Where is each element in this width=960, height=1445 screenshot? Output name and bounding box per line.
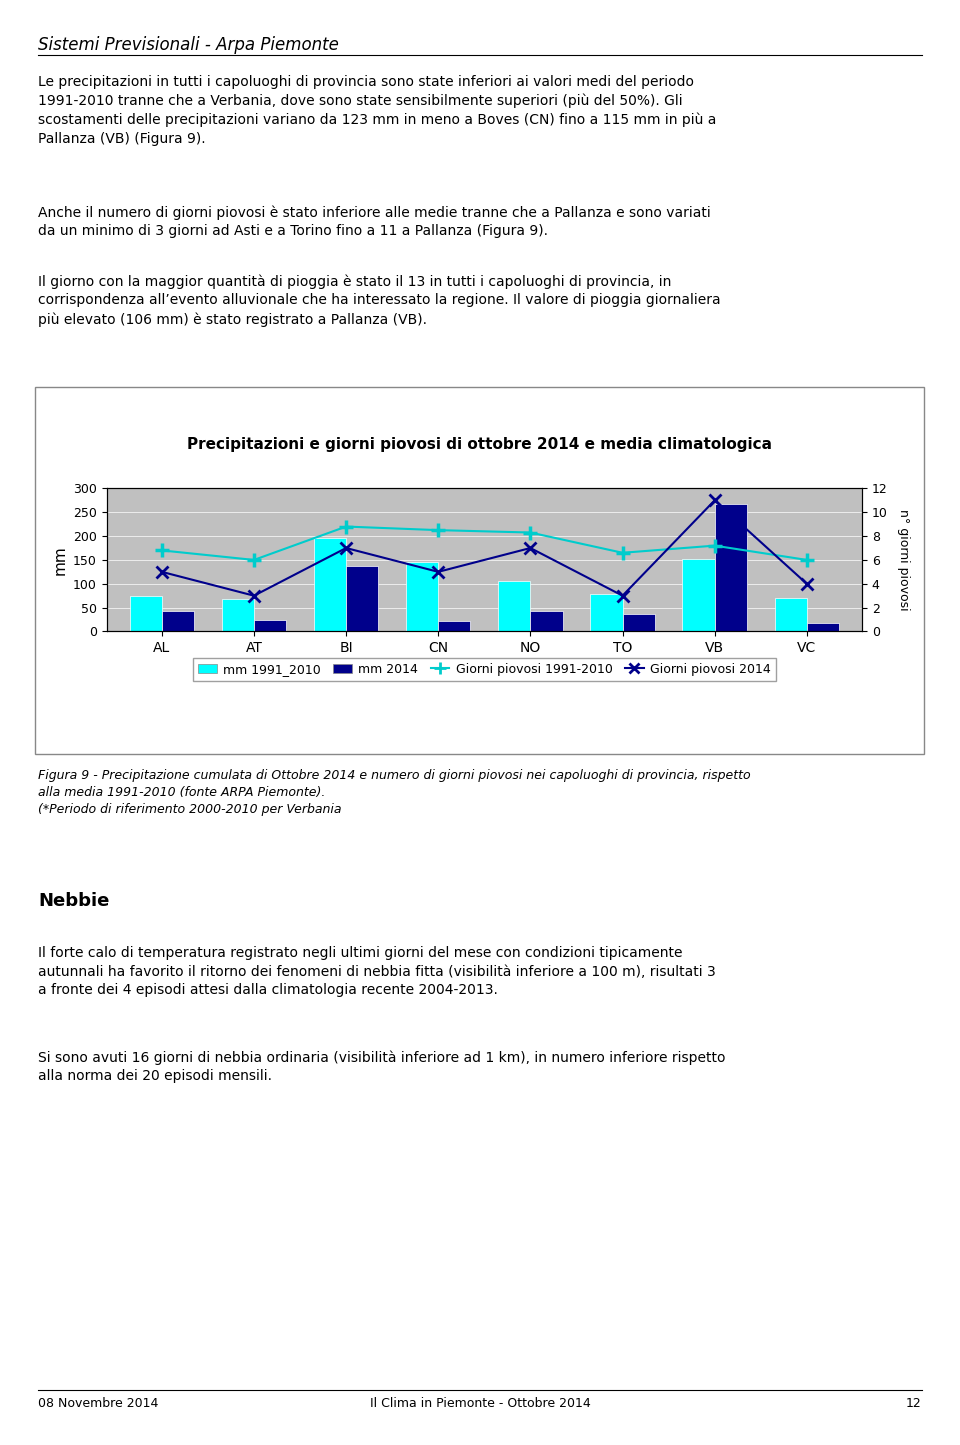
Text: Sistemi Previsionali - Arpa Piemonte: Sistemi Previsionali - Arpa Piemonte: [38, 36, 339, 53]
Bar: [254, 620, 286, 631]
Text: Il giorno con la maggior quantità di pioggia è stato il 13 in tutti i capoluoghi: Il giorno con la maggior quantità di pio…: [38, 275, 721, 327]
Text: Anche il numero di giorni piovosi è stato inferiore alle medie tranne che a Pall: Anche il numero di giorni piovosi è stat…: [38, 205, 711, 238]
Text: 08 Novembre 2014: 08 Novembre 2014: [38, 1397, 158, 1410]
Bar: [406, 562, 439, 631]
Bar: [806, 623, 839, 631]
Bar: [498, 581, 530, 631]
Bar: [347, 565, 378, 631]
Y-axis label: mm: mm: [53, 545, 67, 575]
Bar: [775, 598, 806, 631]
Bar: [439, 621, 470, 631]
Y-axis label: n° giorni piovosi: n° giorni piovosi: [897, 509, 910, 611]
Bar: [714, 504, 747, 631]
Text: Figura 9 - Precipitazione cumulata di Ottobre 2014 e numero di giorni piovosi ne: Figura 9 - Precipitazione cumulata di Ot…: [38, 769, 751, 816]
Bar: [314, 539, 347, 631]
Bar: [683, 559, 714, 631]
Bar: [590, 594, 622, 631]
Text: Si sono avuti 16 giorni di nebbia ordinaria (visibilità inferiore ad 1 km), in n: Si sono avuti 16 giorni di nebbia ordina…: [38, 1051, 726, 1084]
Text: Il forte calo di temperatura registrato negli ultimi giorni del mese con condizi: Il forte calo di temperatura registrato …: [38, 946, 716, 997]
Bar: [162, 611, 194, 631]
Bar: [222, 600, 254, 631]
Bar: [530, 611, 563, 631]
Text: Il Clima in Piemonte - Ottobre 2014: Il Clima in Piemonte - Ottobre 2014: [370, 1397, 590, 1410]
Text: Nebbie: Nebbie: [38, 892, 109, 909]
Text: 12: 12: [906, 1397, 922, 1410]
Bar: [622, 614, 655, 631]
Bar: [130, 595, 162, 631]
Text: Precipitazioni e giorni piovosi di ottobre 2014 e media climatologica: Precipitazioni e giorni piovosi di ottob…: [187, 438, 772, 452]
Legend: mm 1991_2010, mm 2014, Giorni piovosi 1991-2010, Giorni piovosi 2014: mm 1991_2010, mm 2014, Giorni piovosi 19…: [193, 657, 776, 681]
Text: Le precipitazioni in tutti i capoluoghi di provincia sono state inferiori ai val: Le precipitazioni in tutti i capoluoghi …: [38, 75, 717, 146]
